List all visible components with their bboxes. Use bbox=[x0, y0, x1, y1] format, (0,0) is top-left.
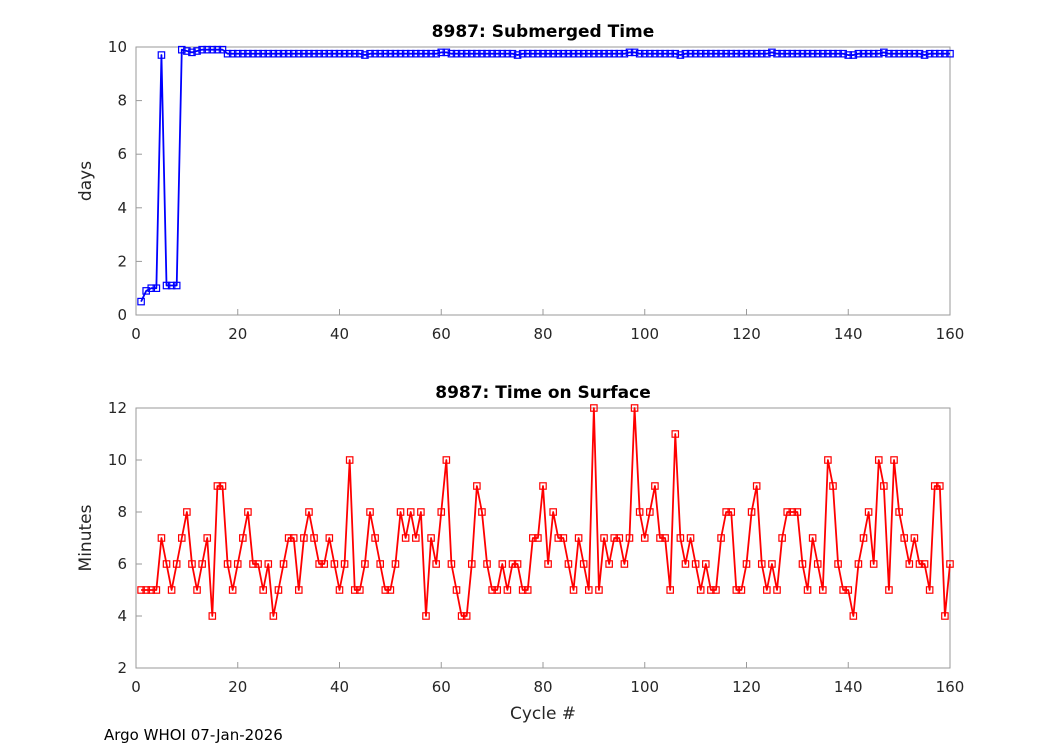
svg-text:160: 160 bbox=[936, 678, 965, 696]
surface-time-y-axis-label: Minutes bbox=[76, 504, 96, 572]
svg-text:20: 20 bbox=[228, 678, 247, 696]
svg-text:10: 10 bbox=[108, 451, 127, 469]
svg-text:6: 6 bbox=[117, 555, 127, 573]
svg-text:60: 60 bbox=[432, 325, 451, 343]
svg-text:10: 10 bbox=[108, 38, 127, 56]
svg-text:120: 120 bbox=[732, 325, 761, 343]
svg-text:100: 100 bbox=[630, 325, 659, 343]
svg-text:140: 140 bbox=[834, 325, 863, 343]
svg-text:0: 0 bbox=[131, 678, 141, 696]
svg-text:4: 4 bbox=[117, 199, 127, 217]
cycle-x-axis-label: Cycle # bbox=[509, 704, 577, 724]
submerged-time-y-axis-label: days bbox=[76, 160, 96, 202]
svg-text:6: 6 bbox=[117, 145, 127, 163]
footer-credit-text: Argo WHOI 07-Jan-2026 bbox=[104, 726, 283, 744]
svg-text:2: 2 bbox=[117, 252, 127, 270]
svg-text:20: 20 bbox=[228, 325, 247, 343]
svg-text:40: 40 bbox=[330, 325, 349, 343]
svg-text:100: 100 bbox=[630, 678, 659, 696]
svg-text:160: 160 bbox=[936, 325, 965, 343]
svg-text:40: 40 bbox=[330, 678, 349, 696]
svg-text:140: 140 bbox=[834, 678, 863, 696]
svg-text:2: 2 bbox=[117, 659, 127, 677]
svg-text:120: 120 bbox=[732, 678, 761, 696]
svg-text:80: 80 bbox=[533, 678, 552, 696]
svg-text:12: 12 bbox=[108, 399, 127, 417]
submerged-time-chart-title: 8987: Submerged Time bbox=[431, 22, 655, 42]
svg-text:8: 8 bbox=[117, 503, 127, 521]
svg-text:80: 80 bbox=[533, 325, 552, 343]
svg-text:0: 0 bbox=[117, 306, 127, 324]
surface-time-chart-title: 8987: Time on Surface bbox=[435, 383, 651, 403]
svg-text:0: 0 bbox=[131, 325, 141, 343]
svg-text:4: 4 bbox=[117, 607, 127, 625]
svg-text:60: 60 bbox=[432, 678, 451, 696]
svg-text:8: 8 bbox=[117, 92, 127, 110]
